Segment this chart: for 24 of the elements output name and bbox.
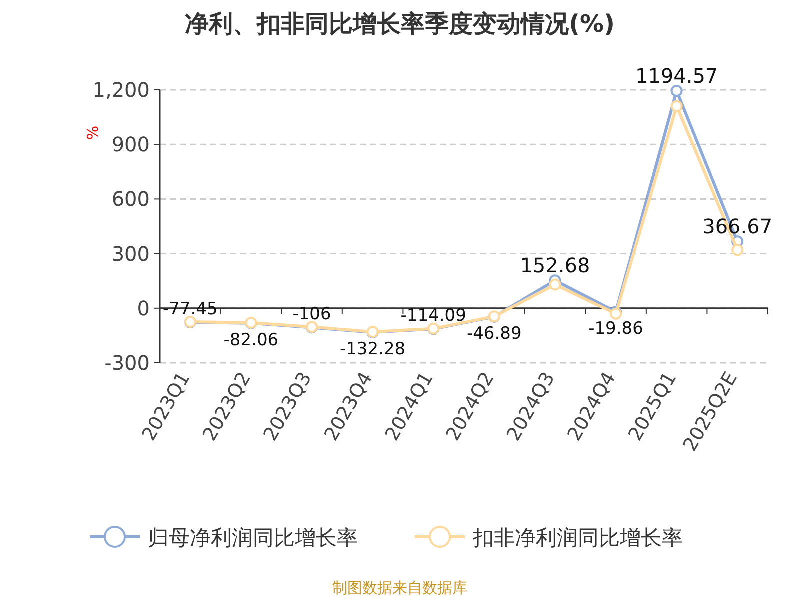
text: 制图数据来自数据库 bbox=[332, 579, 468, 597]
y-tick-label: 600 bbox=[112, 187, 150, 212]
data-label: -46.89 bbox=[466, 324, 522, 344]
data-label: 1194.57 bbox=[635, 64, 718, 88]
data-label: -82.06 bbox=[224, 330, 279, 350]
y-tick-label: 0 bbox=[137, 296, 150, 320]
y-axis-title: % bbox=[84, 126, 102, 140]
chart-title: 净利、扣非同比增长率季度变动情况(%) bbox=[185, 10, 615, 38]
point bbox=[670, 100, 683, 112]
point bbox=[670, 84, 683, 97]
y-tick-label: 1,200 bbox=[92, 78, 150, 102]
data-label: 152.68 bbox=[520, 254, 590, 278]
y-tick-label: 900 bbox=[112, 132, 150, 157]
data-label: -114.09 bbox=[400, 306, 466, 326]
data-label: -106 bbox=[292, 304, 332, 325]
y-tick-label: 300 bbox=[112, 242, 150, 266]
data-label: -132.28 bbox=[340, 339, 406, 360]
legend-label: 归母净利润同比增长率 bbox=[148, 526, 358, 550]
data-label: -19.86 bbox=[588, 319, 644, 340]
data-label: 366.67 bbox=[702, 214, 773, 239]
y-tick-label: -300 bbox=[104, 351, 150, 375]
point bbox=[549, 278, 562, 291]
legend-label: 扣非净利润同比增长率 bbox=[472, 526, 683, 550]
point bbox=[732, 244, 744, 256]
